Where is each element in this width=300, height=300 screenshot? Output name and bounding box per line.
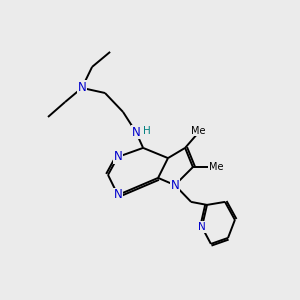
Text: N: N (113, 188, 122, 202)
Text: Me: Me (191, 125, 206, 136)
Text: N: N (113, 150, 122, 164)
Text: N: N (131, 125, 140, 139)
Text: N: N (170, 178, 179, 192)
Text: N: N (77, 81, 86, 94)
Text: H: H (143, 126, 151, 136)
Text: N: N (198, 222, 206, 232)
Text: Me: Me (209, 162, 224, 172)
